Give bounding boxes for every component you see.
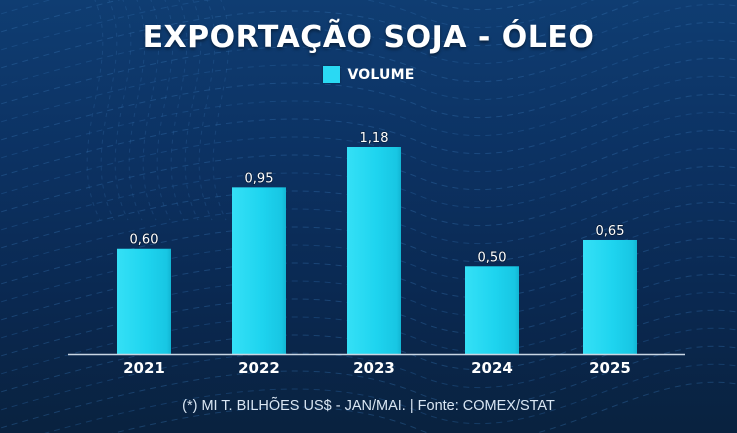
contour-line [0, 345, 737, 429]
contour-line [142, 0, 160, 221]
x-tick-label-2022: 2022 [238, 359, 280, 377]
contour-line [0, 0, 595, 51]
contour-line [0, 183, 737, 267]
contour-line [0, 327, 737, 411]
bars-group [117, 147, 637, 354]
contour-line [0, 57, 737, 141]
contour-line [0, 309, 737, 393]
bar-2022 [232, 187, 286, 354]
contour-line [44, 363, 737, 433]
legend-label-volume: VOLUME [347, 66, 415, 83]
x-tick-label-2024: 2024 [471, 359, 513, 377]
bar-2025 [583, 239, 637, 354]
value-label-2025: 0,65 [596, 224, 625, 239]
contour-line [0, 75, 737, 159]
contour-line [0, 39, 737, 123]
contour-line [0, 0, 645, 69]
value-labels-group: 0,60 0,95 1,18 0,50 0,65 [129, 130, 625, 266]
x-tick-label-2021: 2021 [123, 359, 165, 377]
legend: VOLUME [0, 66, 737, 83]
contour-line [198, 0, 216, 221]
contour-line [0, 129, 737, 213]
contour-line [170, 0, 188, 221]
contour-line [0, 147, 737, 231]
legend-swatch-volume [322, 66, 340, 83]
contour-line [100, 0, 118, 221]
contour-line [0, 111, 737, 195]
value-label-2022: 0,95 [245, 171, 274, 186]
contour-line [184, 0, 202, 221]
x-tick-labels-group: 2021 2022 2023 2024 2025 [123, 359, 631, 377]
source-footnote: (*) MI T. BILHÕES US$ - JAN/MAI. | Fonte… [182, 398, 555, 414]
x-tick-label-2025: 2025 [589, 359, 631, 377]
contour-line [114, 0, 132, 221]
contour-line [128, 0, 146, 221]
contour-line [0, 165, 737, 249]
contour-line [212, 0, 230, 221]
bar-2024 [465, 266, 519, 354]
value-label-2021: 0,60 [130, 233, 159, 248]
contour-line [86, 0, 104, 221]
bar-2021 [117, 248, 171, 354]
x-tick-label-2023: 2023 [353, 359, 395, 377]
contour-line [156, 0, 174, 221]
value-label-2024: 0,50 [478, 250, 507, 265]
contour-line [0, 3, 737, 87]
contour-line [112, 381, 737, 433]
chart-title: EXPORTAÇÃO SOJA - ÓLEO [142, 20, 595, 55]
contour-line [0, 21, 737, 105]
bar-2023 [347, 147, 401, 354]
contour-line [0, 201, 737, 285]
value-label-2023: 1,18 [360, 131, 389, 146]
contour-line [0, 93, 737, 177]
